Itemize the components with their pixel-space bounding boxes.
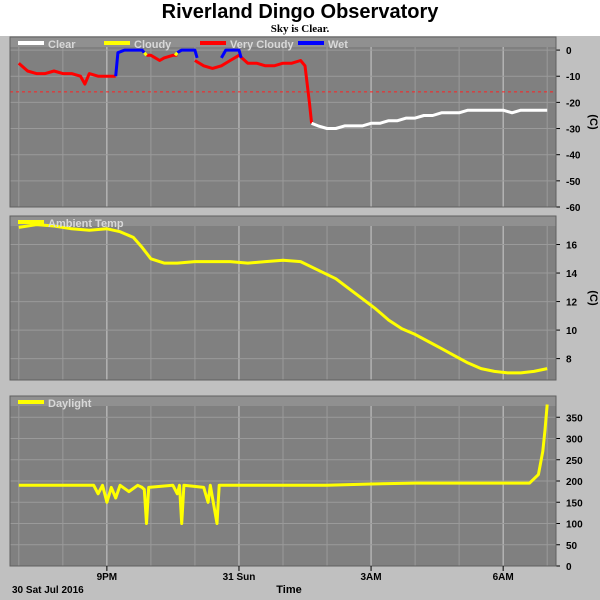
y-tick-label: -10 [566,72,581,83]
y-tick-label: 10 [566,326,578,337]
plot-border [9,215,557,381]
series-line-daylight [18,404,549,525]
page-subtitle: Sky is Clear. [270,23,330,35]
series-line-clear [311,108,548,130]
title-band [0,0,600,36]
x-axis-start-label: 30 Sat Jul 2016 [12,585,84,596]
y-tick-label: 300 [566,435,583,446]
legend-label: Ambient Temp [48,218,124,230]
legend-label: Clear [48,39,76,51]
y-tick-label: 0 [566,562,572,573]
x-axis-title: Time [276,584,301,596]
y-tick-label: -30 [566,125,581,136]
legend-label: Cloudy [134,39,172,51]
plot-border [9,395,557,567]
series-line-wet [114,48,146,77]
page-title: Riverland Dingo Observatory [161,1,439,23]
y-tick-label: 200 [566,477,583,488]
y-tick-label: 50 [566,541,578,552]
y-tick-label: 250 [566,456,583,467]
y-tick-label: 0 [566,46,572,57]
y-tick-label: 14 [566,269,578,280]
series-line-wet [176,48,199,59]
series-line-cloudy [173,51,179,57]
legend-strip-sky [10,37,556,47]
y-axis-label-sky: (C) [587,114,599,130]
y-tick-label: -60 [566,203,581,214]
y-axis-label-ambient: (C) [587,290,599,306]
series-line-wet [220,48,243,59]
series-line-very-cloudy [146,53,178,62]
x-tick-label: 3AM [361,572,382,583]
y-tick-label: -20 [566,98,581,109]
legend-label: Very Cloudy [230,39,294,51]
legend-label: Wet [328,39,348,51]
y-tick-label: 16 [566,241,578,252]
legend-label: Daylight [48,398,92,410]
series-line-ambient-temp [18,223,548,375]
y-tick-label: 100 [566,520,583,531]
legend-strip-daylight [10,396,556,406]
plot-border [9,36,557,208]
series-line-very-cloudy [194,53,314,124]
x-tick-label: 31 Sun [223,572,256,583]
y-tick-label: 8 [566,355,572,366]
y-tick-label: 12 [566,298,578,309]
legend-strip-ambient [10,216,556,226]
x-tick-label: 6AM [493,572,514,583]
y-tick-label: -40 [566,151,581,162]
y-tick-label: -50 [566,177,581,188]
y-tick-label: 150 [566,498,583,509]
series-line-very-cloudy [17,62,116,86]
y-tick-label: 350 [566,413,583,424]
series-line-cloudy [143,51,148,57]
x-tick-label: 9PM [97,572,118,583]
